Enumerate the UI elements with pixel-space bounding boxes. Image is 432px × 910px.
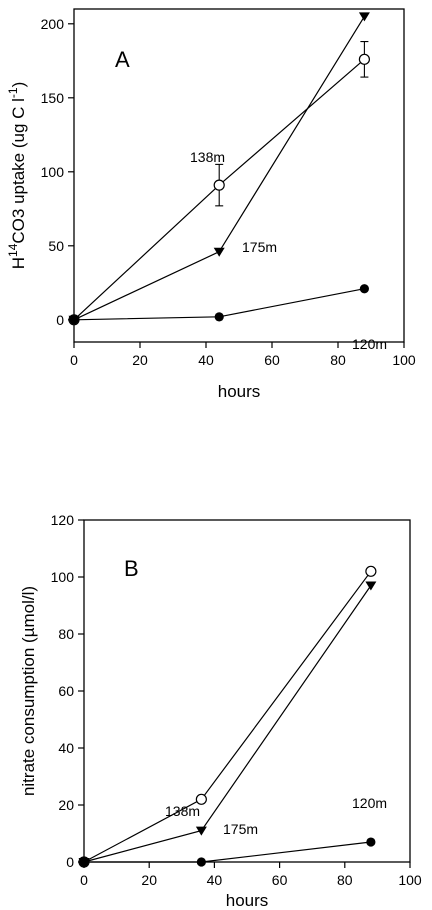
y-tick-label: 40 (58, 740, 74, 756)
x-tick-label: 40 (198, 352, 214, 368)
chart-b-marks: 138m 175m 120m (78, 565, 387, 868)
chart-b-panel-label: B (124, 556, 139, 581)
chart-b-axes: 0 20 40 60 80 100 0 20 40 60 80 100 120 (51, 512, 422, 888)
chart-a-y-label-superscript: 14 (6, 243, 20, 257)
point-138m (358, 53, 370, 65)
chart-a-marks: 138m 175m 120m (68, 12, 387, 352)
series-label-120m: 120m (352, 795, 387, 811)
series-label-138m: 138m (190, 149, 225, 165)
point-175m (358, 12, 370, 22)
x-tick-label: 20 (132, 352, 148, 368)
series-line-138m (83, 570, 372, 863)
x-tick-label: 80 (337, 872, 353, 888)
point-120m (366, 837, 376, 847)
y-tick-label: 120 (51, 512, 75, 528)
x-tick-label: 80 (330, 352, 346, 368)
y-tick-label: 100 (41, 164, 65, 180)
point-138m (195, 793, 207, 805)
x-tick-label: 60 (264, 352, 280, 368)
point-175m (195, 826, 207, 836)
x-tick-label: 0 (70, 352, 78, 368)
series-label-175m: 175m (242, 239, 277, 255)
x-tick-label: 60 (272, 872, 288, 888)
series-label-120m: 120m (352, 336, 387, 352)
point-120m (69, 315, 79, 325)
x-tick-label: 20 (141, 872, 157, 888)
point-120m (79, 857, 89, 867)
chart-a-y-label-main: CO3 uptake (ug C l (9, 98, 28, 244)
y-tick-label: 150 (41, 90, 65, 106)
y-tick-label: 80 (58, 626, 74, 642)
point-120m (359, 284, 369, 294)
point-138m (365, 565, 377, 577)
chart-a-y-label-exponent: -1 (6, 87, 20, 98)
x-tick-label: 0 (80, 872, 88, 888)
y-tick-label: 50 (48, 238, 64, 254)
x-tick-label: 100 (398, 872, 422, 888)
chart-b: 0 20 40 60 80 100 0 20 40 60 80 100 120 138m 175m 120m… (19, 512, 422, 910)
chart-a-x-axis-label: hours (218, 382, 261, 401)
chart-a-panel-label: A (115, 47, 130, 72)
point-120m (196, 857, 206, 867)
x-tick-label: 40 (207, 872, 223, 888)
series-label-138m: 138m (165, 803, 200, 819)
plot-frame (73, 8, 405, 343)
series-line-120m (84, 841, 371, 863)
y-tick-label: 20 (58, 797, 74, 813)
chart-a-y-axis-label: H14CO3 uptake (ug C l-1) (6, 82, 28, 270)
y-tick-label: 0 (66, 854, 74, 870)
y-tick-label: 0 (56, 312, 64, 328)
y-tick-label: 60 (58, 683, 74, 699)
point-175m (365, 581, 377, 591)
x-tick-label: 100 (392, 352, 416, 368)
series-label-175m: 175m (223, 821, 258, 837)
chart-b-x-axis-label: hours (226, 891, 269, 910)
y-tick-label: 100 (51, 569, 75, 585)
y-tick-label: 200 (41, 16, 65, 32)
chart-a-y-label-prefix: H (9, 257, 28, 269)
chart-b-y-axis-label: nitrate consumption (µmol/l) (19, 586, 38, 796)
point-175m (213, 247, 225, 257)
chart-a-y-label-suffix: ) (9, 82, 28, 88)
point-120m (214, 312, 224, 322)
point-138m (213, 179, 225, 191)
chart-a-axes: 0 20 40 60 80 100 0 50 100 150 200 (41, 8, 416, 368)
